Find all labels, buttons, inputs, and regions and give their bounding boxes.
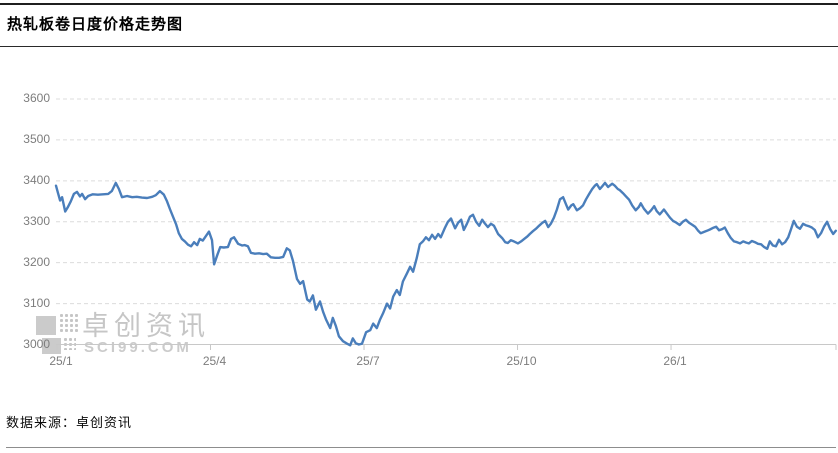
y-axis-label: 3000 bbox=[23, 336, 50, 351]
watermark-logo-square-icon bbox=[36, 316, 56, 335]
sci99-watermark: 卓创资讯 SCI99.COM bbox=[36, 311, 456, 361]
x-axis-label: 26/1 bbox=[663, 354, 687, 368]
y-axis-label: 3300 bbox=[23, 213, 50, 228]
watermark-site-text: SCI99.COM bbox=[84, 339, 192, 356]
y-axis-label: 3100 bbox=[23, 295, 50, 310]
y-axis-label: 3400 bbox=[23, 172, 50, 187]
y-axis-label: 3200 bbox=[23, 254, 50, 269]
title-divider bbox=[0, 46, 838, 47]
watermark-logo-dots-icon bbox=[63, 337, 76, 350]
watermark-logo-square-icon bbox=[42, 338, 61, 354]
top-divider bbox=[0, 3, 838, 5]
data-source-note: 数据来源：卓创资讯 bbox=[6, 415, 133, 430]
bottom-divider bbox=[6, 447, 836, 448]
x-axis-label: 25/1 bbox=[49, 354, 73, 368]
y-axis-label: 3500 bbox=[23, 131, 50, 146]
x-axis-label: 25/4 bbox=[202, 354, 227, 368]
x-axis-label: 25/7 bbox=[356, 354, 380, 368]
y-axis-label: 3600 bbox=[23, 91, 50, 105]
watermark-brand-text: 卓创资讯 bbox=[82, 311, 210, 341]
page-title: 热轧板卷日度价格走势图 bbox=[7, 16, 184, 33]
watermark-logo-dots-icon bbox=[59, 313, 79, 333]
price-series-line bbox=[54, 181, 837, 347]
x-axis-label: 25/10 bbox=[506, 354, 537, 368]
